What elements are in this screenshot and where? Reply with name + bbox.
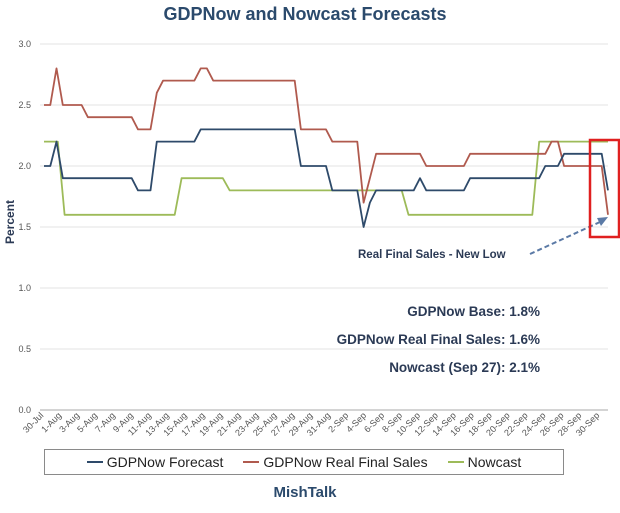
chart-title: GDPNow and Nowcast Forecasts (163, 4, 447, 24)
legend-label-gdpnow: GDPNow Forecast (106, 454, 224, 470)
series-lines (44, 67, 609, 228)
arrow-annotation-label: Real Final Sales - New Low (358, 249, 506, 261)
legend-swatch-rfs (243, 461, 260, 463)
legend-item-nowcast: Nowcast (447, 454, 522, 470)
highlight-box (588, 138, 620, 239)
y-tick-labels: 0.0 0.5 1.0 1.5 2.0 2.5 3.0 (18, 39, 31, 415)
y-tick-label: 0.0 (18, 405, 31, 415)
legend: GDPNow Forecast GDPNow Real Final Sales … (44, 449, 564, 475)
y-tick-label: 0.5 (18, 344, 31, 354)
series-line-0 (44, 128, 609, 228)
legend-swatch-nowcast (447, 461, 464, 463)
y-tick-label: 1.0 (18, 283, 31, 293)
footer-source: MishTalk (273, 484, 337, 501)
legend-label-rfs: GDPNow Real Final Sales (263, 454, 428, 470)
legend-item-rfs: GDPNow Real Final Sales (243, 454, 428, 470)
y-tick-label: 1.5 (18, 222, 31, 232)
series-line-2 (44, 140, 608, 216)
annotations: Real Final Sales - New Low GDPNow Base: … (337, 217, 608, 375)
annotation-gdpnow-base: GDPNow Base: 1.8% (407, 304, 540, 319)
gridlines (40, 43, 608, 411)
annotation-gdpnow-rfs: GDPNow Real Final Sales: 1.6% (337, 332, 540, 347)
annotation-nowcast: Nowcast (Sep 27): 2.1% (389, 360, 540, 375)
x-tick-labels: 30-Jul1-Aug3-Aug5-Aug7-Aug9-Aug11-Aug13-… (21, 410, 601, 438)
annotation-arrow-shaft (529, 221, 601, 255)
legend-swatch-gdpnow (86, 461, 103, 463)
legend-label-nowcast: Nowcast (467, 454, 522, 470)
y-tick-label: 2.0 (18, 161, 31, 171)
y-tick-label: 2.5 (18, 100, 31, 110)
series-line-1 (44, 67, 609, 215)
y-tick-label: 3.0 (18, 39, 31, 49)
annotation-arrow-head (597, 217, 608, 226)
legend-item-gdpnow: GDPNow Forecast (86, 454, 224, 470)
